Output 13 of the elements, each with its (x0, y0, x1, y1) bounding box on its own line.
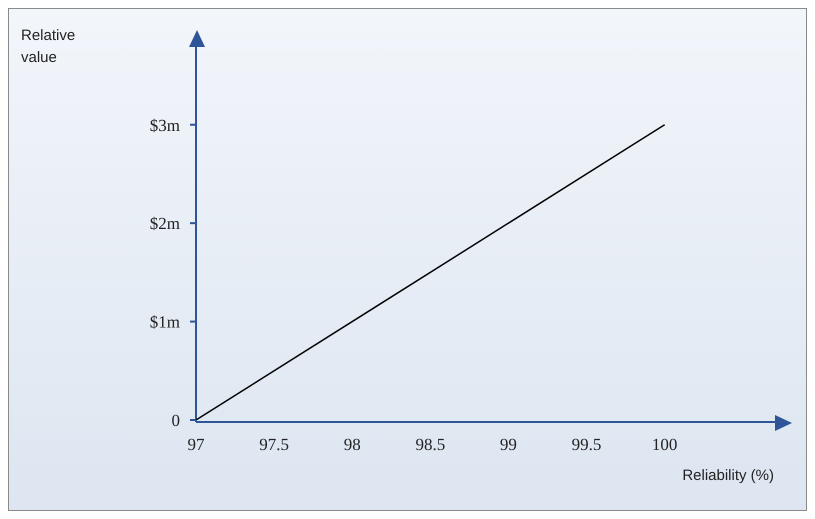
x-tick-label: 98 (344, 435, 361, 454)
x-tick-label: 99 (500, 435, 517, 454)
x-axis-title: Reliability (%) (682, 467, 774, 484)
x-tick-label: 97 (188, 435, 205, 454)
x-tick-label: 99.5 (572, 435, 602, 454)
x-tick-label: 97.5 (259, 435, 289, 454)
x-tick-label: 98.5 (415, 435, 446, 454)
y-axis-title: Relative value (21, 26, 76, 68)
y-tick-label: $2m (150, 214, 180, 234)
y-tick-label: 0 (172, 411, 180, 430)
x-tick-label: 100 (652, 435, 678, 454)
y-tick-label: $3m (150, 116, 180, 135)
y-tick-label: $1m (150, 312, 180, 332)
